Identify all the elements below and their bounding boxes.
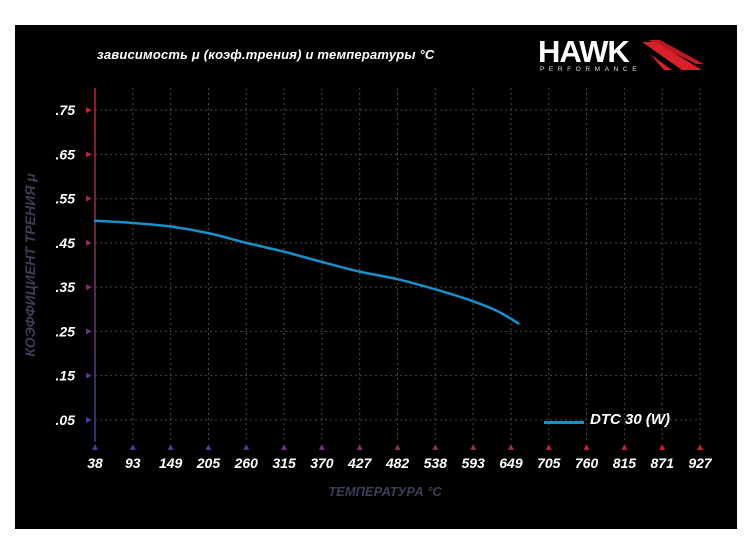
hawk-logo: HAWK PERFORMANCE — [538, 36, 704, 80]
x-tick-marker — [281, 444, 288, 450]
x-tick-label: 315 — [272, 455, 296, 471]
x-tick-marker — [356, 444, 363, 450]
x-tick-marker — [659, 444, 666, 450]
y-tick-marker — [86, 328, 92, 335]
x-tick-label: 427 — [347, 455, 373, 471]
y-tick-marker — [86, 416, 92, 423]
chart-title: зависимость μ (коэф.трения) и температур… — [97, 47, 435, 62]
x-tick-label: 93 — [125, 455, 141, 471]
x-tick-label: 705 — [537, 455, 561, 471]
y-tick-marker — [86, 107, 92, 114]
x-tick-label: 149 — [159, 455, 183, 471]
y-tick-label: .35 — [56, 279, 76, 295]
x-tick-label: 38 — [87, 455, 103, 471]
y-tick-label: .55 — [56, 191, 76, 207]
legend-swatch — [544, 421, 584, 424]
x-tick-marker — [507, 444, 514, 450]
axes — [94, 88, 700, 443]
x-axis-label: ТЕМПЕРАТУРА °C — [328, 484, 442, 499]
x-tick-marker — [394, 444, 401, 450]
x-tick-label: 482 — [385, 455, 410, 471]
x-tick-label: 205 — [196, 455, 221, 471]
x-tick-label: 260 — [234, 455, 259, 471]
legend-label: DTC 30 (W) — [590, 411, 670, 428]
x-tick-label: 538 — [424, 455, 448, 471]
y-tick-label: .05 — [56, 412, 76, 428]
x-tick-marker — [432, 444, 439, 450]
x-tick-label: 649 — [499, 455, 523, 471]
x-tick-label: 871 — [651, 455, 675, 471]
series-line-dtc30 — [93, 219, 520, 325]
x-tick-marker — [545, 444, 552, 450]
wing-icon — [642, 40, 704, 70]
x-tick-label: 760 — [575, 455, 599, 471]
x-tick-label: 370 — [310, 455, 334, 471]
y-tick-label: .45 — [56, 235, 76, 251]
x-tick-label: 593 — [461, 455, 485, 471]
x-tick-label: 927 — [688, 455, 713, 471]
y-tick-label: .15 — [56, 368, 76, 384]
x-tick-marker — [318, 444, 325, 450]
y-tick-marker — [86, 284, 92, 291]
y-axis-line — [94, 88, 96, 442]
grid-lines — [95, 88, 701, 442]
y-tick-label: .75 — [56, 102, 76, 118]
x-tick-marker — [583, 444, 590, 450]
x-tick-marker — [470, 444, 477, 450]
y-tick-marker — [86, 151, 92, 158]
x-tick-marker — [92, 444, 98, 450]
y-tick-marker — [86, 239, 92, 246]
x-tick-marker — [621, 444, 628, 450]
x-tick-marker — [697, 444, 703, 450]
logo-word: HAWK — [538, 34, 630, 69]
y-tick-label: .25 — [56, 323, 76, 339]
x-tick-marker — [167, 444, 174, 450]
x-tick-label: 815 — [613, 455, 637, 471]
legend: DTC 30 (W) — [544, 411, 694, 431]
y-tick-marker — [86, 195, 92, 202]
x-tick-marker — [205, 444, 212, 450]
series-lines — [93, 219, 520, 325]
chart-panel — [15, 25, 737, 529]
y-tick-marker — [86, 372, 92, 379]
logo-subtitle: PERFORMANCE — [540, 66, 642, 73]
tick-labels: 38 93 149 205 260 315 370 427 482 538 593 649 705 760… — [56, 102, 713, 471]
y-tick-label: .65 — [56, 146, 76, 162]
x-tick-marker — [243, 444, 250, 450]
x-tick-marker — [129, 444, 136, 450]
